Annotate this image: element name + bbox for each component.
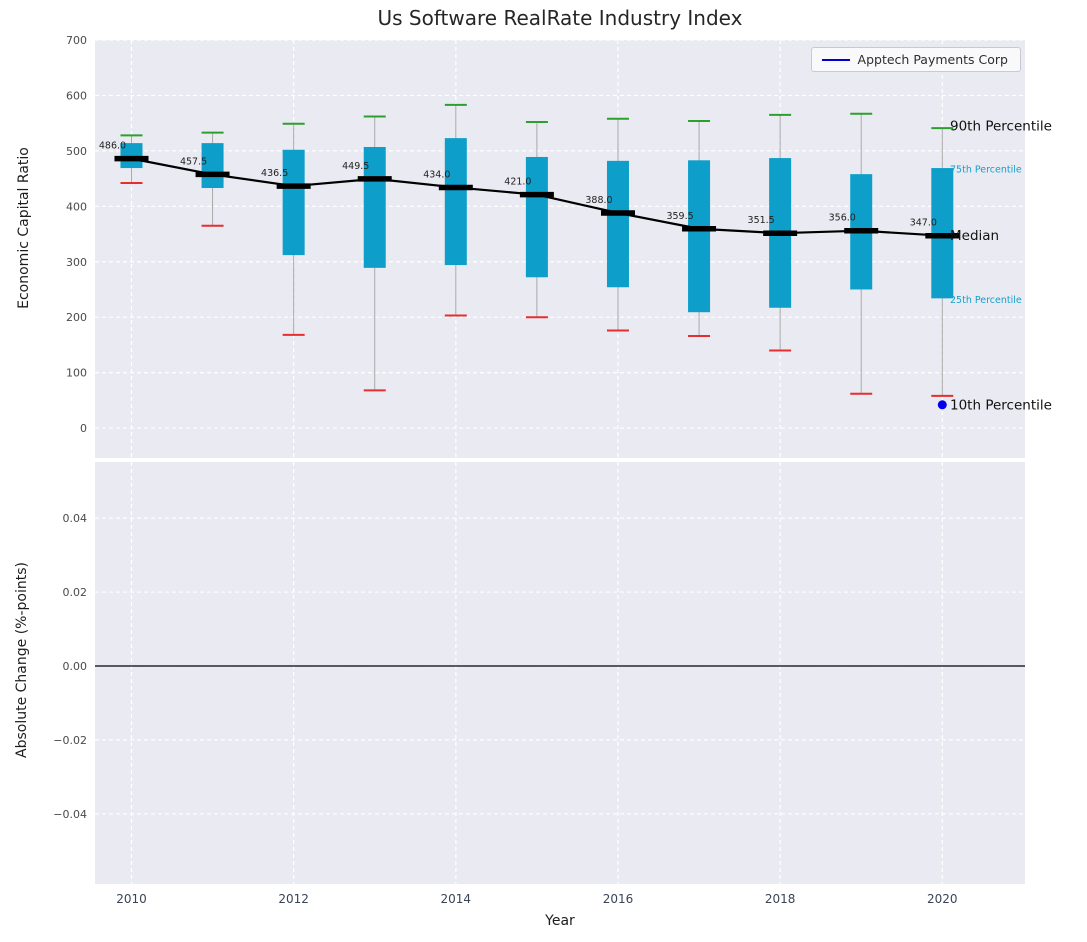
chart-title: Us Software RealRate Industry Index [377,6,743,30]
y-tick-label-top: 400 [66,200,87,213]
y-tick-label-top: 600 [66,89,87,102]
y-tick-label-bottom: −0.02 [53,734,87,747]
box-2015 [525,156,548,278]
y-tick-label-top: 200 [66,311,87,324]
x-tick-label: 2012 [278,892,309,906]
plot-background-bottom [95,462,1025,884]
x-tick-label: 2020 [927,892,958,906]
y-tick-label-top: 0 [80,422,87,435]
y-tick-label-top: 300 [66,256,87,269]
median-label-2018: 351.5 [748,215,775,226]
legend: Apptech Payments Corp [810,47,1021,72]
median-label-2015: 421.0 [504,177,531,188]
y-tick-label-bottom: 0.00 [63,660,88,673]
median-label-2014: 434.0 [423,169,450,180]
x-axis-label: Year [545,913,575,929]
box-2010 [120,143,143,169]
x-tick-label: 2018 [765,892,796,906]
x-tick-label: 2010 [116,892,147,906]
median-label-2012: 436.5 [261,168,288,179]
median-label-2020: 347.0 [910,218,937,229]
annotation-25th-percentile: 25th Percentile [950,295,1022,306]
median-label-2011: 457.5 [180,156,207,167]
plot-background-top [95,40,1025,458]
box-2016 [606,160,629,288]
y-tick-label-top: 100 [66,367,87,380]
y-axis-label-bottom: Absolute Change (%-points) [14,562,30,758]
y-axis-label-top: Economic Capital Ratio [16,147,32,309]
company-point [937,400,947,410]
median-label-2016: 388.0 [585,195,612,206]
annotation-75th-percentile: 75th Percentile [950,165,1022,176]
legend-line-sample [821,58,850,61]
x-tick-label: 2016 [603,892,634,906]
y-tick-label-top: 700 [66,34,87,47]
annotation-10th-percentile: 10th Percentile [950,397,1052,413]
annotation-median: Median [950,228,999,244]
median-label-2017: 359.5 [666,211,693,222]
y-tick-label-bottom: −0.04 [53,808,87,821]
x-tick-label: 2014 [441,892,472,906]
y-tick-label-bottom: 0.04 [63,512,88,525]
box-2017 [688,160,711,313]
annotation-90th-percentile: 90th Percentile [950,118,1052,134]
box-2014 [444,138,467,266]
median-label-2019: 356.0 [829,213,856,224]
box-2012 [282,149,305,256]
y-tick-label-top: 500 [66,145,87,158]
median-label-2010: 486.0 [99,141,126,152]
legend-label: Apptech Payments Corp [857,52,1008,67]
y-tick-label-bottom: 0.02 [63,586,88,599]
median-label-2013: 449.5 [342,161,369,172]
